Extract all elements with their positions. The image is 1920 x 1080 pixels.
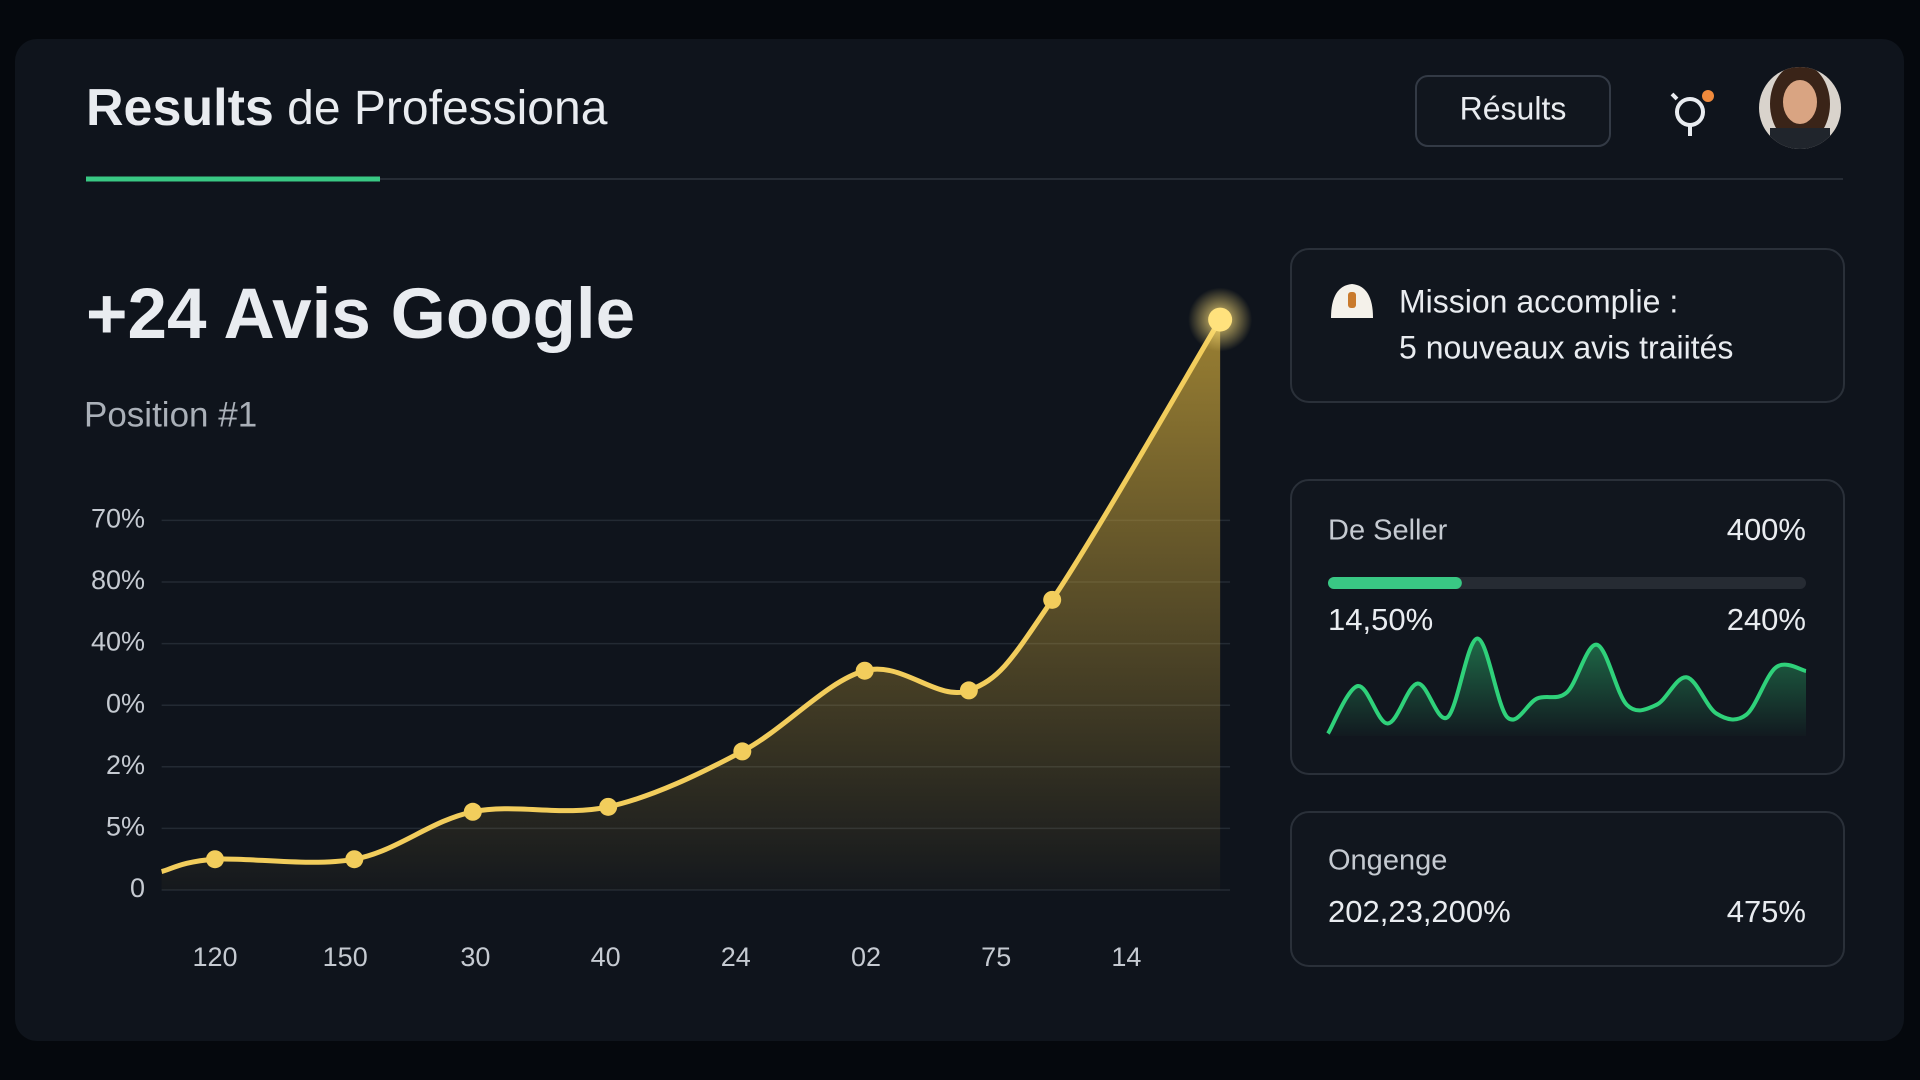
mission-line: 5 nouveaux avis traiités	[1399, 329, 1733, 365]
point	[463, 802, 482, 821]
ongenge-card	[1290, 811, 1845, 967]
page-title: Results de Professiona	[86, 79, 608, 137]
x-tick-label: 14	[1111, 942, 1141, 972]
card-value: 240%	[1727, 602, 1806, 637]
x-tick-label: 150	[323, 942, 368, 972]
x-tick-label: 120	[192, 942, 237, 972]
avatar[interactable]	[1759, 64, 1841, 158]
card-label: De Seller	[1328, 515, 1448, 547]
subtitle: Position #1	[84, 395, 257, 434]
card-value: 475%	[1727, 894, 1806, 929]
card-label: Ongenge	[1328, 845, 1447, 877]
y-tick-label: 5%	[106, 812, 145, 842]
y-tick-label: 0%	[106, 688, 145, 718]
card-value: 400%	[1727, 512, 1806, 547]
headline: +24 Avis Google	[86, 275, 635, 354]
mission-card	[1290, 248, 1845, 403]
card-value: 14,50%	[1328, 602, 1433, 637]
point	[733, 742, 752, 761]
point	[345, 850, 364, 869]
y-tick-label: 70%	[91, 504, 145, 534]
notification-icon[interactable]	[1670, 90, 1714, 136]
x-tick-label: 40	[591, 942, 621, 972]
x-tick-label: 24	[721, 942, 751, 972]
x-tick-label: 30	[460, 942, 490, 972]
progress-fill	[1328, 577, 1462, 589]
x-tick-label: 75	[981, 942, 1011, 972]
x-tick-label: 02	[851, 942, 881, 972]
point	[599, 797, 618, 816]
button-label[interactable]: Résults	[1460, 90, 1567, 126]
results-button[interactable]	[1415, 75, 1611, 147]
title-rest: de Professiona	[274, 82, 608, 135]
point	[206, 850, 224, 869]
y-tick-label: 0	[130, 873, 145, 903]
point	[1043, 590, 1062, 609]
title-bold: Results	[86, 79, 274, 137]
point	[959, 681, 978, 700]
line-area	[161, 319, 1221, 891]
point	[855, 661, 874, 680]
y-tick-label: 40%	[91, 627, 145, 657]
card-value: 202,23,200%	[1328, 894, 1511, 929]
y-tick-label: 2%	[106, 750, 145, 780]
sparkline	[1326, 636, 1807, 735]
spark-area	[1328, 638, 1806, 736]
mission-icon	[1331, 284, 1373, 318]
point	[1208, 307, 1233, 332]
y-tick-label: 80%	[91, 565, 145, 595]
mission-line: Mission accomplie :	[1399, 283, 1678, 319]
